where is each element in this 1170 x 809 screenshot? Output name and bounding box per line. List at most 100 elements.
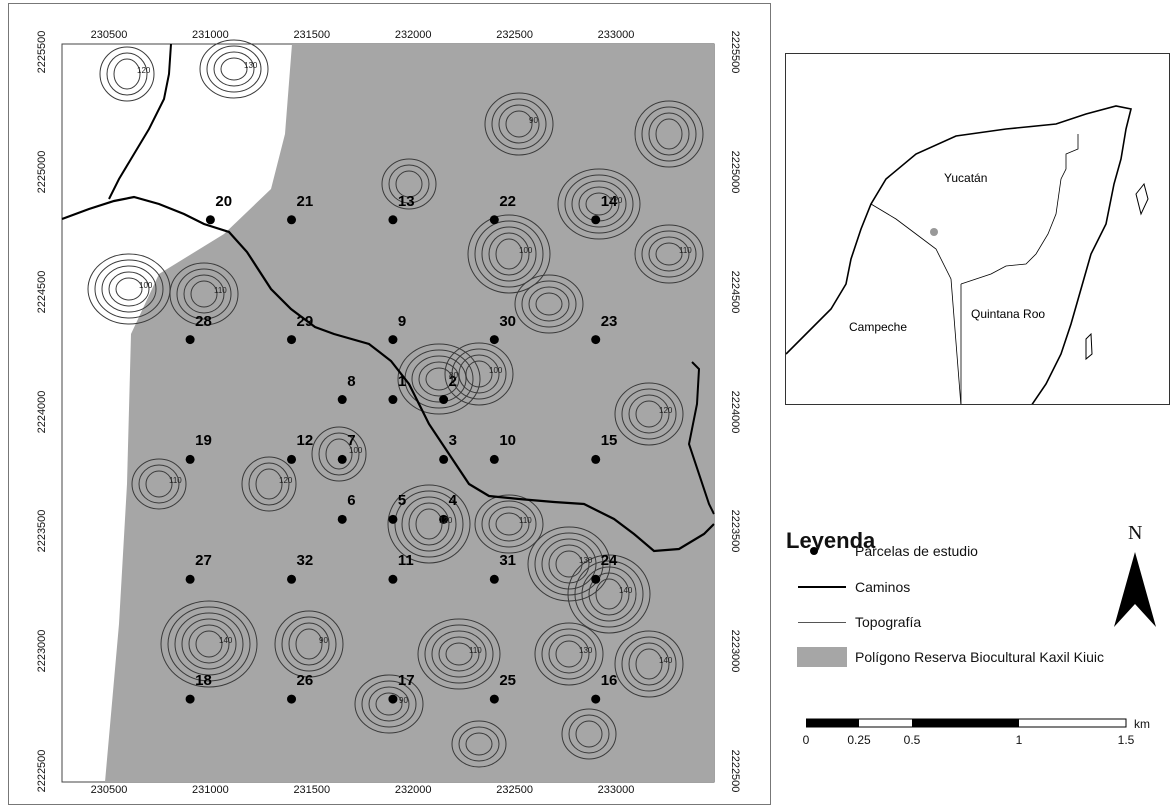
study-plot-marker [185,454,195,464]
y-tick-left: 2224500 [36,270,48,314]
contour-line [555,640,583,668]
road-line [61,195,715,553]
contour-line [458,726,500,762]
study-plot-label: 30 [499,312,516,330]
contour-line [213,51,255,87]
contour-line [401,496,457,552]
contour-line [424,624,494,684]
study-plot-marker [388,215,398,225]
x-tick-top: 230500 [90,29,128,41]
contour-line [634,100,704,168]
y-tick-left: 2224000 [36,390,48,433]
study-plot-marker [489,215,499,225]
x-tick-top: 231000 [192,29,229,41]
y-tick-right: 2225000 [729,150,741,194]
contour-line [397,343,481,415]
study-plot-label: 31 [499,552,516,570]
contour-line [541,538,597,590]
contour-elevation-label: 120 [609,196,623,205]
study-plot-marker [287,454,297,464]
contour-line [474,220,544,288]
legend-label-reserve: Polígono Reserva Biocultural Kaxil Kiuic [855,649,1105,665]
contour-line [521,280,577,328]
study-plot-marker [185,574,195,584]
contour-elevation-label: 110 [519,516,532,525]
inset-map: Yucatán Campeche Quintana Roo [785,53,1170,405]
study-plot-marker [388,395,398,405]
contour-line [628,642,670,686]
scale-bar-icon [806,718,1127,728]
contour-line [557,168,641,240]
x-tick-bottom: 232500 [496,784,533,796]
scale-bar-label: 1.5 [1117,733,1135,747]
contour-line [641,230,697,278]
label-campeche: Campeche [849,320,908,334]
study-plot-marker [287,335,297,345]
contour-line [431,630,487,678]
contour-line [528,286,570,322]
contour-elevation-label: 90 [529,116,538,125]
scale-bar-unit: km [1134,717,1150,731]
study-plot-label: 21 [296,192,314,210]
study-plot-marker [591,694,601,704]
study-plot-marker [205,215,215,225]
north-label: N [1128,522,1143,544]
contour-line [131,458,187,510]
study-plot-label: 1 [397,372,407,390]
y-tick-right: 2224000 [729,390,741,433]
study-plot-label: 18 [195,672,212,690]
study-plot-label: 11 [397,552,414,570]
reserve-location-marker [930,228,938,236]
study-plot-label: 22 [499,192,516,210]
x-tick-top: 232500 [496,29,533,41]
contour-line [115,277,143,301]
contour-elevation-label: 110 [169,476,182,485]
contour-line [444,342,514,406]
contour-line [505,110,533,138]
contour-line [438,636,480,672]
contour-elevation-label: 130 [244,61,258,70]
contour-line [534,622,604,686]
y-tick-right: 2224500 [729,270,741,314]
y-tick-right: 2223000 [729,629,741,673]
y-tick-left: 2223500 [36,509,48,553]
contour-elevation-label: 90 [319,636,328,645]
x-tick-top: 231500 [293,29,331,41]
contour-line [354,674,424,734]
legend-row-plots [790,540,818,562]
contour-line [535,292,563,316]
main-map-canvas [61,39,715,783]
contour-line [176,268,232,320]
contour-line [375,692,403,716]
y-tick-left: 2222500 [36,749,48,793]
scale-bar-label: 0.25 [847,733,871,747]
contour-line [641,106,697,162]
study-plot-marker [489,454,499,464]
contour-line [484,92,554,156]
legend-label-plots: Parcelas de estudio [855,543,978,559]
contour-line [458,354,500,394]
study-plot-marker [591,454,601,464]
contour-line [568,714,610,754]
study-plot-label: 8 [347,372,356,390]
study-plot-label: 12 [296,432,314,450]
contour-line [574,560,644,628]
contour-line [635,648,663,680]
label-yucatan: Yucatán [944,171,988,185]
contour-line [571,180,627,228]
legend-topo-line-icon [798,621,846,623]
contour-line [548,634,590,674]
x-tick-top: 232000 [394,29,432,41]
contour-elevation-label: 140 [219,636,233,645]
contour-line [495,512,523,536]
contour-line [138,464,180,504]
contour-line [99,46,155,102]
study-plot-marker [388,574,398,584]
study-plot-label: 7 [347,432,356,450]
y-tick-right: 2225500 [729,30,741,74]
study-plot-label: 13 [397,192,415,210]
road-line-north [108,43,172,200]
contour-elevation-label: 100 [489,366,503,375]
contour-line [514,274,584,334]
contour-line [183,274,225,314]
